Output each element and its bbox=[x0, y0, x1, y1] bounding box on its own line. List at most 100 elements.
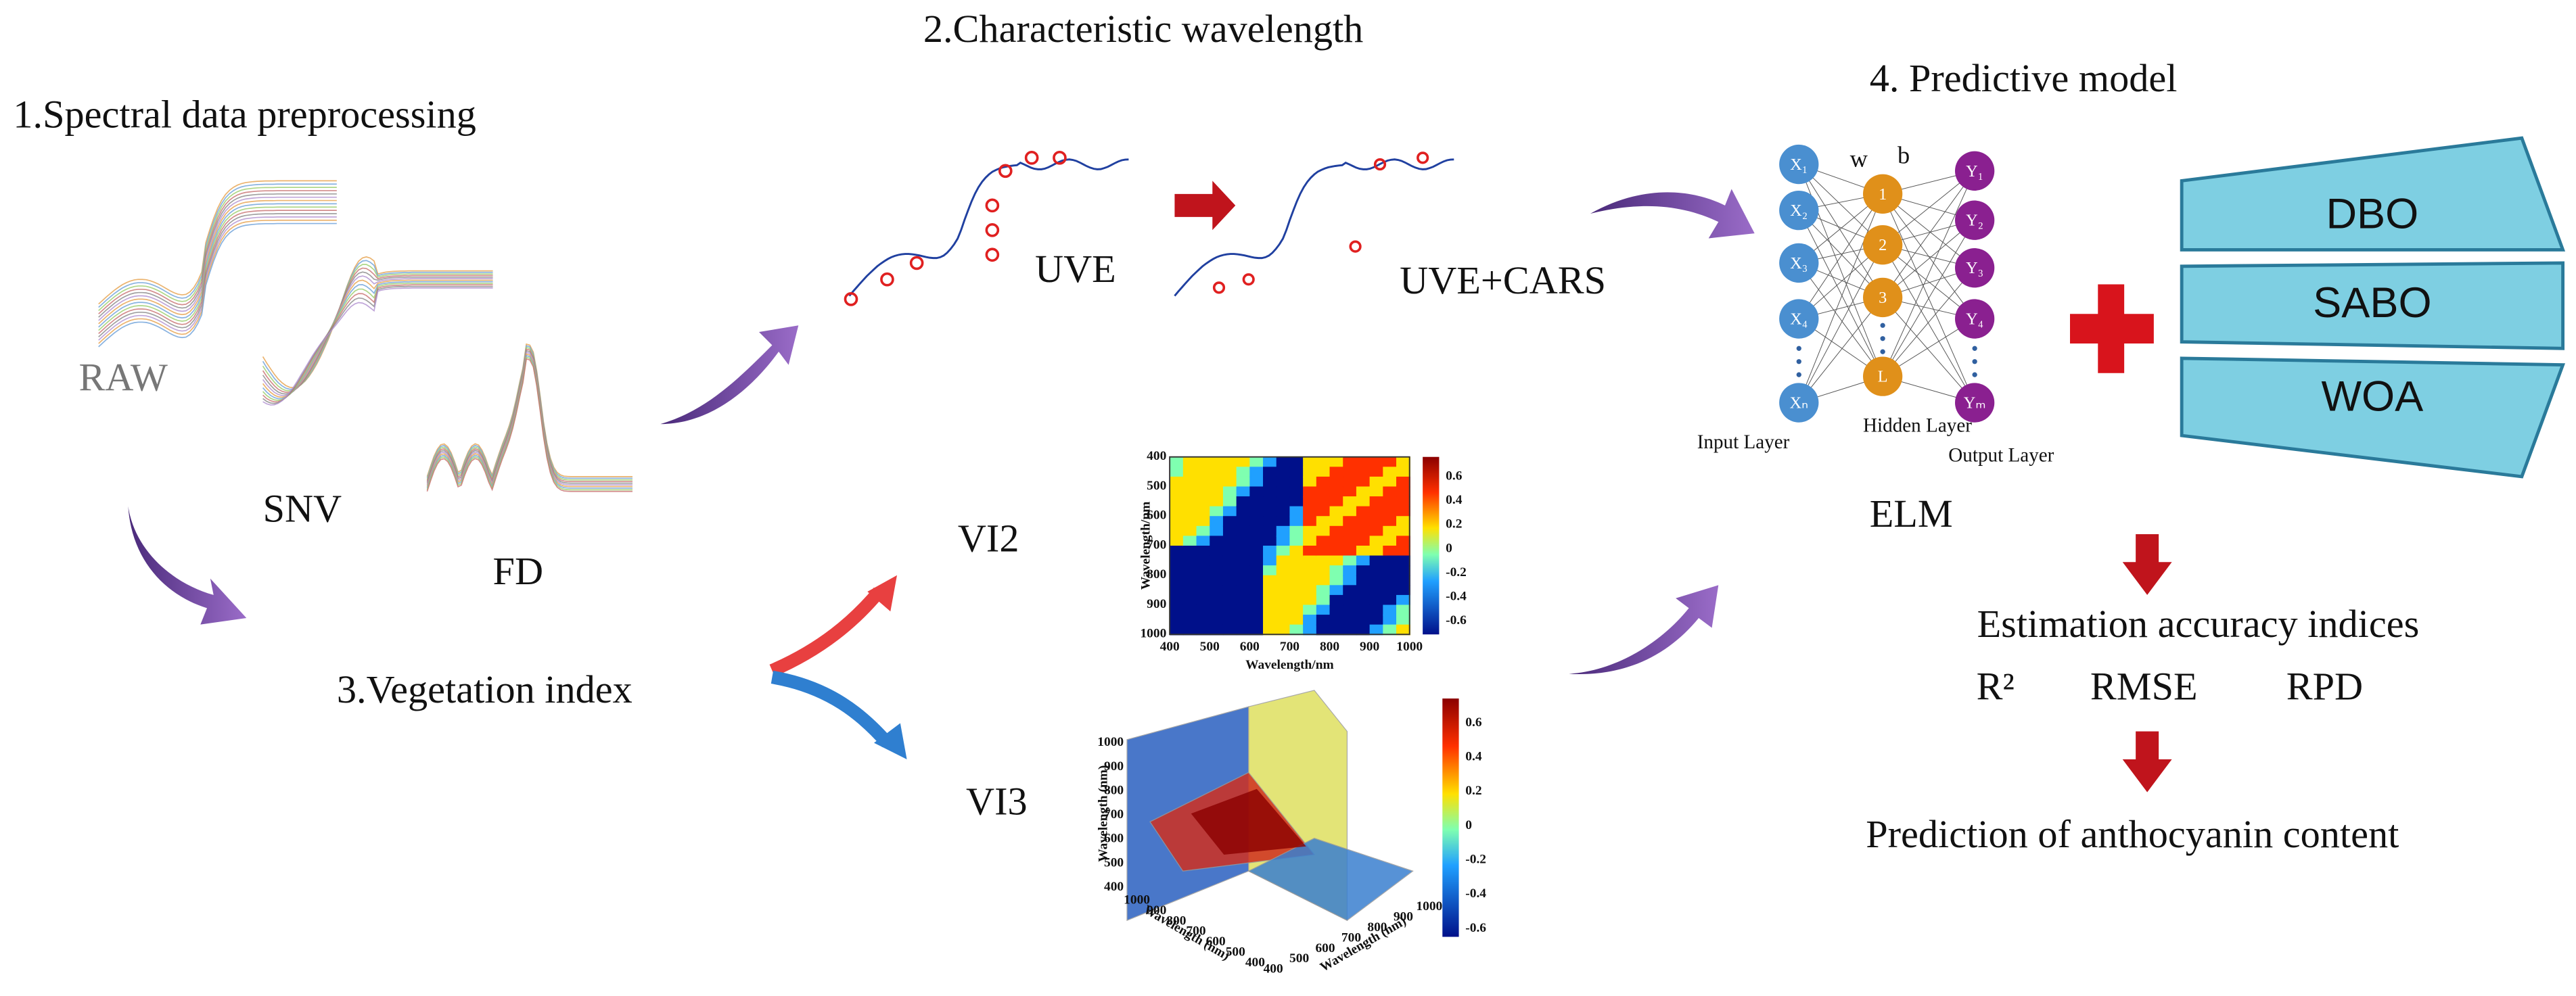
heatmap-cell bbox=[1236, 476, 1251, 488]
heatmap-cell bbox=[1396, 476, 1410, 488]
heatmap-cell bbox=[1249, 555, 1264, 567]
heatmap-cell bbox=[1276, 467, 1291, 478]
spectrum-curve bbox=[98, 190, 337, 314]
heatmap-cell bbox=[1289, 456, 1304, 468]
spectrum-curve bbox=[98, 203, 337, 328]
colorbar bbox=[1423, 456, 1440, 635]
heatmap-cell bbox=[1303, 496, 1318, 507]
heatmap-cell bbox=[1210, 615, 1224, 625]
heatmap-cell bbox=[1329, 476, 1344, 488]
selected-band bbox=[985, 247, 1000, 262]
heatmap-cell bbox=[1396, 575, 1410, 586]
heatmap-cell bbox=[1303, 624, 1318, 636]
z-tick-label: 600 bbox=[1104, 832, 1124, 846]
heatmap-cell bbox=[1170, 516, 1184, 527]
heatmap-cell bbox=[1210, 525, 1224, 537]
heatmap-cell bbox=[1182, 486, 1197, 498]
heatmap-cell bbox=[1170, 615, 1184, 625]
heatmap-cell bbox=[1369, 624, 1384, 636]
x-tick-label: 800 bbox=[1320, 640, 1339, 654]
node bbox=[1779, 190, 1819, 231]
node-label: 1 bbox=[1879, 185, 1887, 204]
selected-band bbox=[1212, 281, 1226, 294]
node bbox=[1779, 144, 1819, 185]
node-label: 2 bbox=[1879, 236, 1887, 254]
axis-label: Wavelength/nm bbox=[1245, 658, 1334, 672]
heatmap-cell bbox=[1383, 604, 1398, 616]
heatmap-cell bbox=[1343, 476, 1358, 488]
y-tick-label: 900 bbox=[1147, 597, 1166, 611]
heatmap-cell bbox=[1276, 486, 1291, 498]
layer-label: Input Layer bbox=[1697, 431, 1790, 453]
heatmap-cell bbox=[1289, 594, 1304, 606]
colorbar-tick: 0.2 bbox=[1465, 784, 1481, 798]
node bbox=[1955, 200, 1995, 240]
heatmap-cell bbox=[1383, 516, 1398, 527]
arrow bbox=[1569, 585, 1719, 675]
colorbar-tick: 0 bbox=[1446, 541, 1452, 555]
heatmap-cell bbox=[1170, 555, 1184, 567]
heatmap-cell bbox=[1222, 476, 1237, 488]
heatmap-cell bbox=[1396, 496, 1410, 507]
heatmap-cell bbox=[1369, 496, 1384, 507]
heatmap-cell bbox=[1316, 506, 1331, 517]
index-label: VI2 bbox=[958, 516, 1019, 560]
heatmap-cell bbox=[1236, 467, 1251, 478]
heatmap-cell bbox=[1263, 585, 1277, 596]
node bbox=[1779, 243, 1819, 283]
connection bbox=[1798, 193, 1883, 403]
heatmap-cell bbox=[1249, 506, 1264, 517]
heatmap-cell bbox=[1210, 565, 1224, 576]
heatmap-cell bbox=[1329, 516, 1344, 527]
spectrum-curve bbox=[98, 219, 337, 344]
layout bbox=[128, 136, 2566, 937]
heatmap-cell bbox=[1396, 585, 1410, 596]
ellipsis-dot bbox=[1796, 372, 1801, 377]
ellipsis-dot bbox=[1880, 336, 1885, 341]
heatmap-cell bbox=[1329, 604, 1344, 616]
heatmap-cell bbox=[1263, 615, 1277, 625]
heatmap-cell bbox=[1222, 615, 1237, 625]
heatmap-cell bbox=[1276, 604, 1291, 616]
spectrum-curve bbox=[262, 283, 493, 401]
plot-frame bbox=[1169, 456, 1410, 636]
heatmap-cell bbox=[1329, 467, 1344, 478]
heatmap-cell bbox=[1343, 585, 1358, 596]
heatmap-cell bbox=[1263, 496, 1277, 507]
heatmap-cell bbox=[1303, 565, 1318, 576]
heatmap-cell bbox=[1196, 594, 1211, 606]
y-tick-label: 600 bbox=[1315, 941, 1335, 955]
selected-band bbox=[1349, 240, 1362, 253]
heatmap-cell bbox=[1303, 555, 1318, 567]
section-title: 2.Characteristic wavelength bbox=[923, 7, 1363, 51]
heatmap-cell bbox=[1343, 516, 1358, 527]
heatmap-cell bbox=[1182, 604, 1197, 616]
connection bbox=[1798, 193, 1883, 319]
heatmap-cell bbox=[1369, 615, 1384, 625]
heatmap-cell bbox=[1356, 486, 1371, 498]
node bbox=[1863, 356, 1903, 396]
index: R² bbox=[1977, 664, 2015, 708]
heatmap-cell bbox=[1356, 456, 1371, 468]
y-tick-label: 400 bbox=[1264, 962, 1283, 976]
spectrum-curve bbox=[426, 346, 632, 481]
heatmap-cell bbox=[1182, 525, 1197, 537]
heatmap-cell bbox=[1383, 585, 1398, 596]
heatmap-cell bbox=[1316, 624, 1331, 636]
heatmap-cell bbox=[1329, 565, 1344, 576]
ellipsis-dot bbox=[1880, 323, 1885, 328]
arrow-head bbox=[867, 575, 897, 612]
heatmap-cell bbox=[1289, 506, 1304, 517]
y-tick-label: 600 bbox=[1147, 508, 1166, 523]
z-tick-label: 900 bbox=[1104, 759, 1124, 774]
heatmap-cell bbox=[1356, 585, 1371, 596]
heatmap-cell bbox=[1383, 565, 1398, 576]
heatmap-cell bbox=[1222, 604, 1237, 616]
heatmap-cell bbox=[1289, 545, 1304, 556]
x-tick-label: 900 bbox=[1360, 640, 1379, 654]
x-tick-label: 600 bbox=[1240, 640, 1260, 654]
heatmap-cell bbox=[1210, 624, 1224, 636]
colorbar-tick: -0.6 bbox=[1465, 921, 1486, 935]
axis-label: Wavelength (nm) bbox=[1096, 765, 1110, 862]
heatmap-cell bbox=[1263, 467, 1277, 478]
